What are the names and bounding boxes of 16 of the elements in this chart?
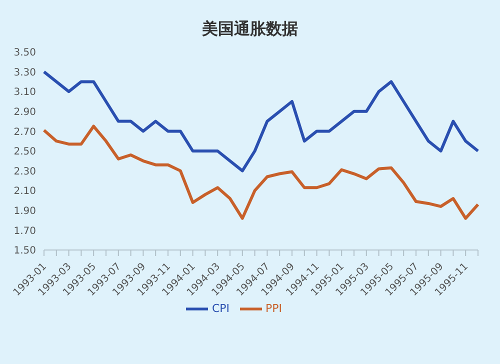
y-tick-label: 3.10 <box>14 87 36 98</box>
y-tick-label: 3.30 <box>14 67 36 78</box>
line-series <box>42 70 480 172</box>
y-tick-label: 2.30 <box>14 166 36 178</box>
y-tick-label: 2.90 <box>14 106 36 118</box>
line-series <box>42 124 480 220</box>
y-tick-label: 2.50 <box>14 146 36 158</box>
legend-label: PPI <box>266 302 282 316</box>
y-tick-label: 1.50 <box>14 246 36 257</box>
y-tick-label: 1.70 <box>14 226 36 237</box>
y-tick-label: 3.50 <box>14 48 36 59</box>
y-tick-label: 1.90 <box>14 206 36 217</box>
y-tick-label: 2.10 <box>14 186 36 198</box>
chart-title: 美国通胀数据 <box>200 18 299 40</box>
y-tick-label: 2.70 <box>14 126 36 138</box>
legend-label: CPI <box>212 302 230 316</box>
